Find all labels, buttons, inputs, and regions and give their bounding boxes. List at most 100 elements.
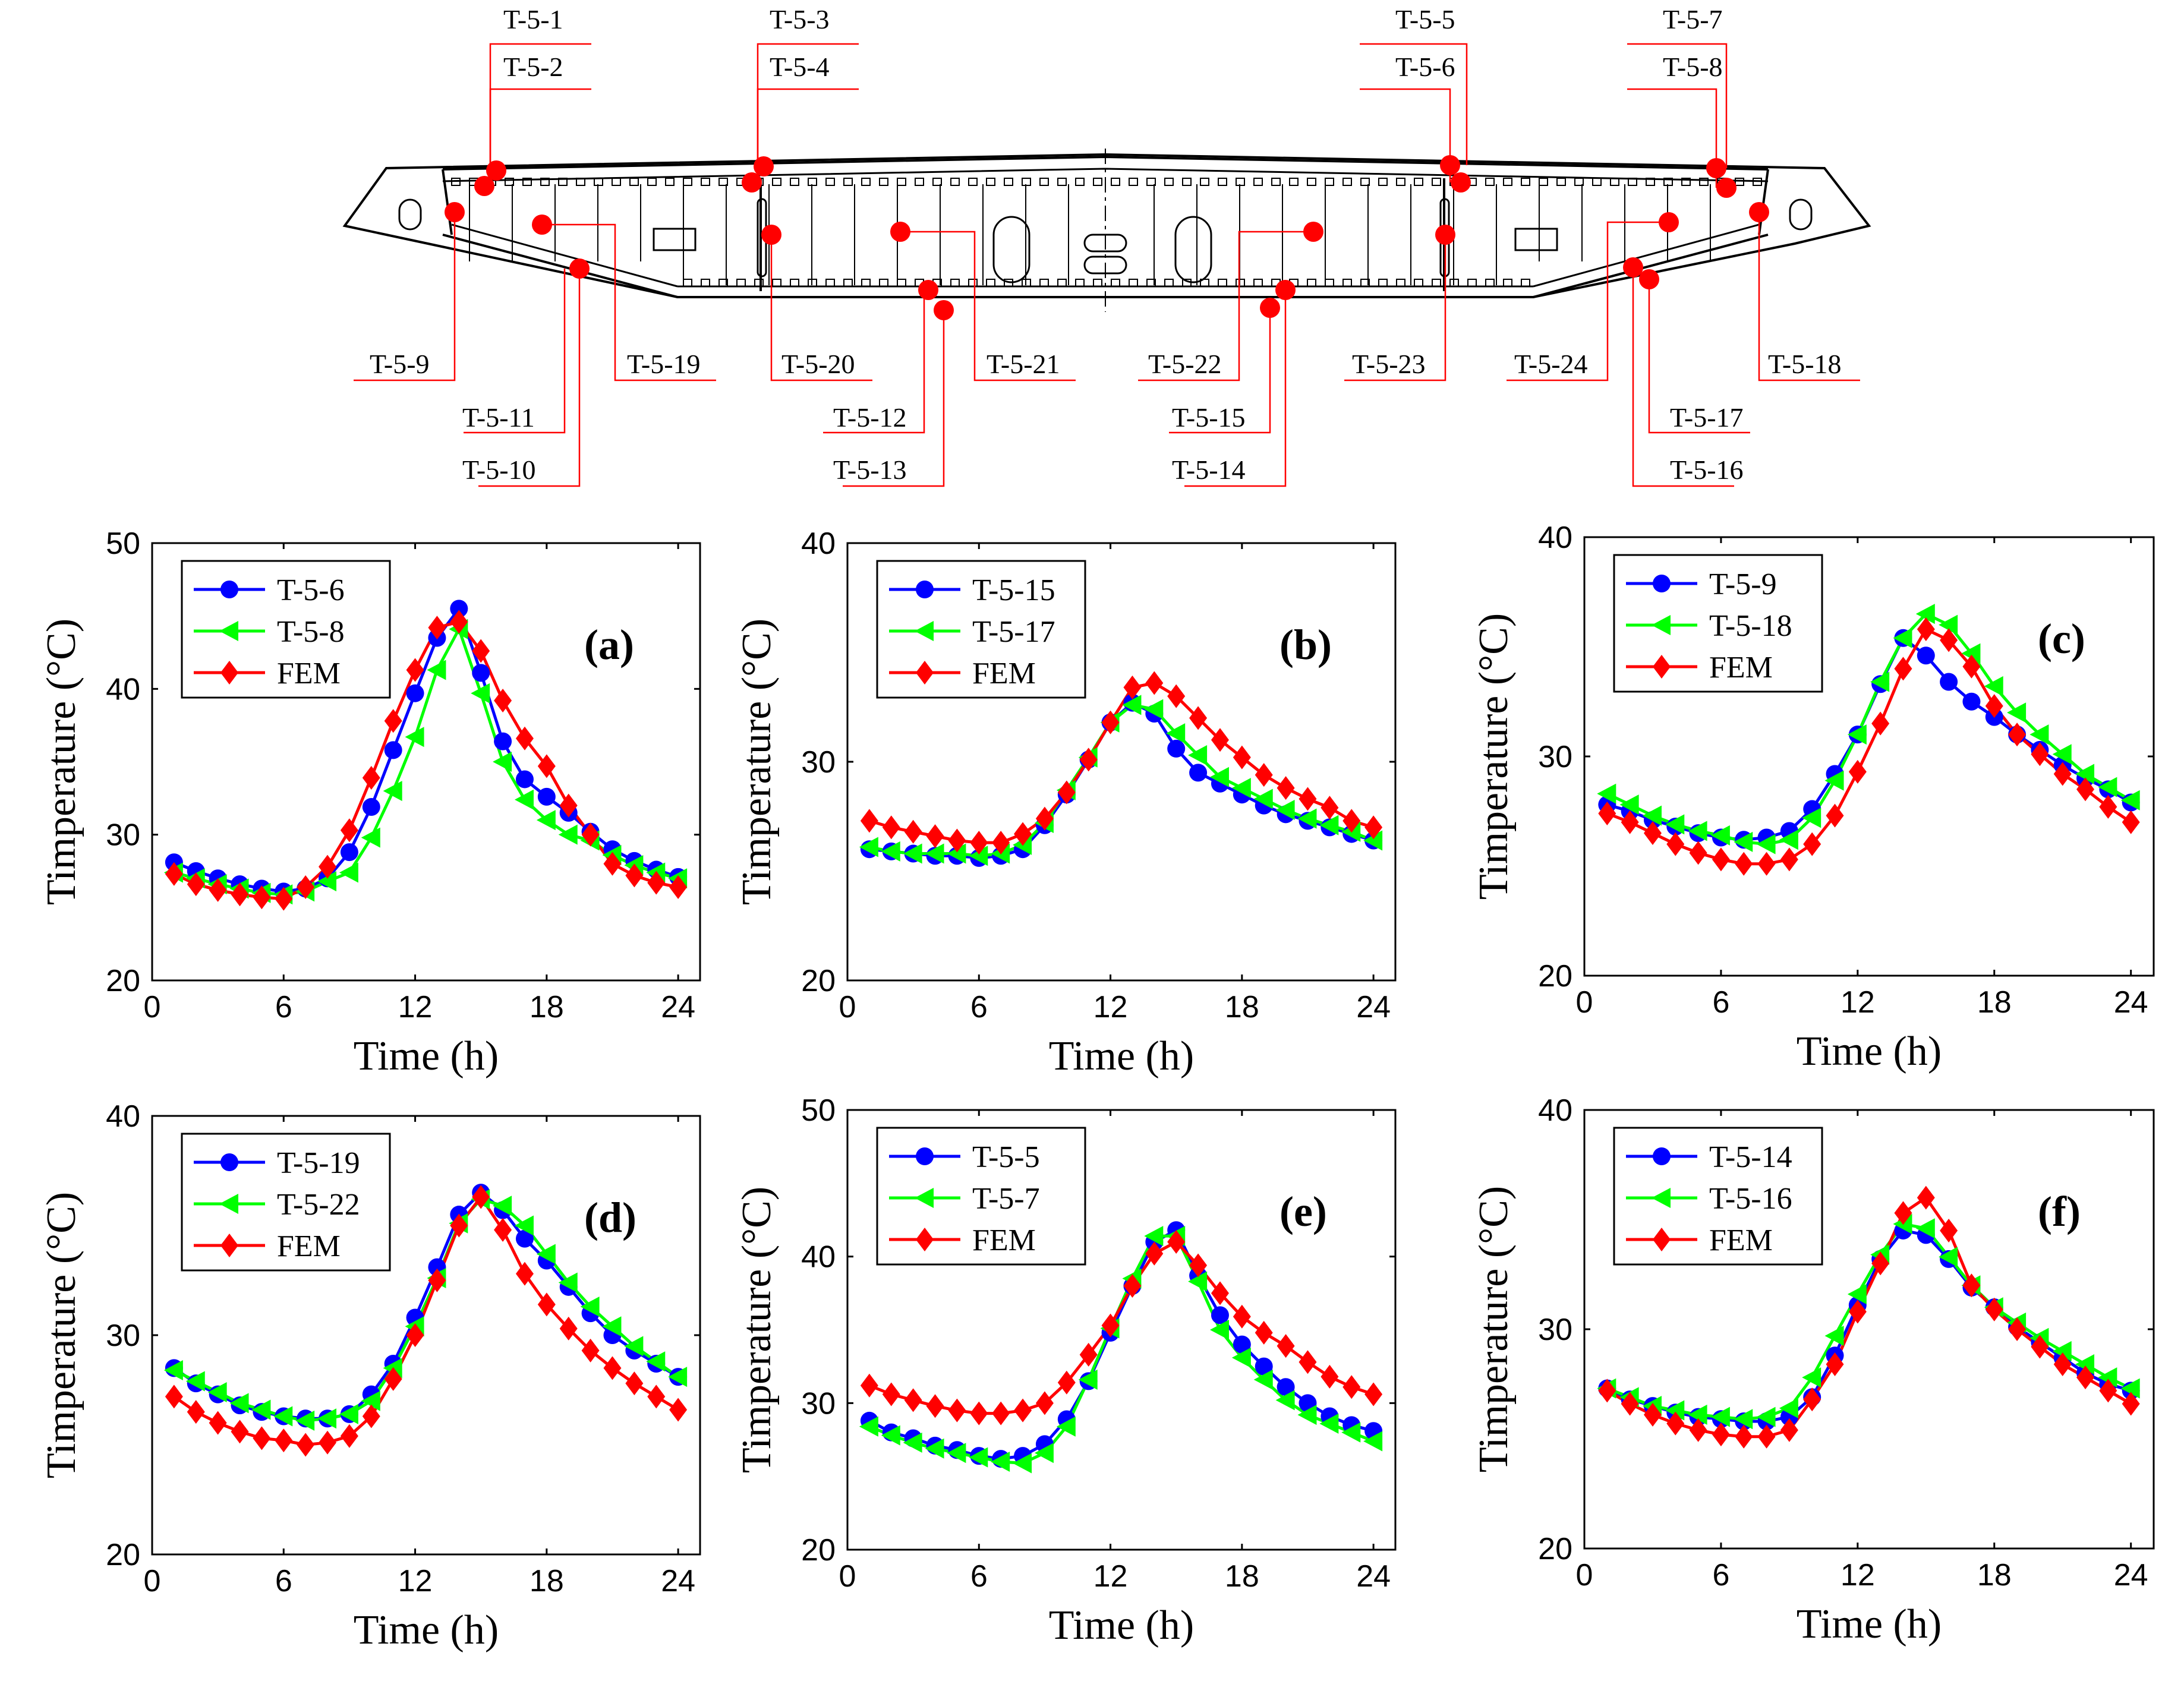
legend-entry: FEM xyxy=(1709,1223,1773,1257)
legend-marker xyxy=(220,1153,238,1171)
access-hole xyxy=(1514,228,1558,251)
x-tick-label: 12 xyxy=(398,1564,433,1598)
sensor-label: T-5-18 xyxy=(1768,349,1842,379)
data-point xyxy=(1035,1391,1054,1415)
x-tick-label: 12 xyxy=(1841,985,1875,1020)
data-point xyxy=(2053,762,2072,786)
data-point xyxy=(1803,832,1821,856)
stiffener-rib xyxy=(665,178,675,186)
data-point xyxy=(1211,1281,1229,1305)
data-point xyxy=(362,1404,380,1428)
sensor-dot xyxy=(1275,280,1296,300)
legend-entry: T-5-17 xyxy=(972,615,1055,649)
leader-line xyxy=(1138,231,1313,381)
data-point xyxy=(185,1371,205,1392)
sensor-dot xyxy=(754,156,774,176)
stiffener-rib xyxy=(1200,178,1209,186)
stiffener-rib xyxy=(1039,279,1049,287)
data-point xyxy=(1277,776,1295,800)
data-point xyxy=(1364,1382,1383,1406)
data-point xyxy=(1056,1416,1076,1437)
leader-line xyxy=(542,223,716,381)
leader-line xyxy=(770,235,872,381)
x-tick-label: 24 xyxy=(661,1564,695,1598)
data-point xyxy=(1188,745,1208,765)
y-tick-label: 50 xyxy=(106,526,140,561)
data-point xyxy=(1277,1378,1295,1396)
stiffener-rib xyxy=(1111,279,1120,287)
stiffener-rib xyxy=(1432,279,1441,287)
data-point xyxy=(925,1438,944,1459)
data-point xyxy=(559,793,578,818)
access-hole xyxy=(1789,198,1813,231)
data-point xyxy=(602,1316,622,1337)
sensor-dot xyxy=(486,160,506,181)
x-tick-label: 18 xyxy=(530,1564,564,1598)
stiffener-rib xyxy=(1022,279,1031,287)
chart-panel: 0 6 12 18 24 20 30 40 Time (h) Timperature (°C) T-… xyxy=(1471,521,2155,1074)
data-point xyxy=(472,1185,490,1209)
access-hole xyxy=(398,198,422,231)
stiffener-rib xyxy=(1075,178,1085,186)
stiffener-rib xyxy=(612,178,621,186)
legend-entry: T-5-5 xyxy=(972,1140,1040,1174)
data-point xyxy=(1802,1367,1821,1388)
data-point xyxy=(1847,724,1867,745)
stiffener-rib xyxy=(1307,178,1316,186)
data-point xyxy=(1342,809,1361,833)
leader-line xyxy=(1169,308,1271,434)
legend xyxy=(876,560,1086,699)
data-point xyxy=(1940,673,1958,691)
data-point xyxy=(625,863,644,888)
x-tick-label: 6 xyxy=(1712,985,1729,1020)
y-tick-label: 40 xyxy=(1538,1093,1572,1128)
stiffener-rib xyxy=(1485,178,1495,186)
stiffener-rib xyxy=(879,279,888,287)
panel-label: (c) xyxy=(2038,615,2085,663)
data-point xyxy=(1189,706,1208,730)
data-point xyxy=(1209,767,1229,787)
data-point xyxy=(970,831,988,855)
data-point xyxy=(1101,1313,1120,1338)
stiffener-rib xyxy=(1057,279,1067,287)
access-hole xyxy=(992,216,1030,283)
x-tick-label: 24 xyxy=(1356,990,1391,1024)
data-point xyxy=(1962,692,1981,711)
data-point xyxy=(362,798,380,816)
data-point xyxy=(1144,1226,1164,1247)
data-point xyxy=(340,1424,358,1448)
x-tick-label: 18 xyxy=(1977,985,2012,1020)
x-tick-label: 0 xyxy=(1576,1558,1593,1592)
stiffener-rib xyxy=(718,279,728,287)
data-point xyxy=(450,600,468,618)
left-inclined-bottom-inner xyxy=(451,223,678,288)
data-point xyxy=(1962,1273,1981,1298)
leader-line xyxy=(1360,43,1468,165)
data-point xyxy=(1144,699,1164,720)
legend-marker xyxy=(220,581,238,598)
data-point xyxy=(472,639,490,663)
data-point xyxy=(1035,806,1054,831)
stiffener-rib xyxy=(1289,178,1299,186)
data-point xyxy=(209,1411,227,1435)
sensor-label: T-5-21 xyxy=(987,349,1060,379)
data-point xyxy=(1961,643,1981,664)
legend-entry: T-5-14 xyxy=(1709,1140,1792,1174)
data-point xyxy=(1122,695,1142,715)
data-point xyxy=(2008,1317,2027,1341)
x-axis-label: Time (h) xyxy=(1797,1029,1942,1074)
data-point xyxy=(1211,1306,1229,1324)
stiffener-rib xyxy=(1182,178,1192,186)
stiffener-rib xyxy=(861,279,871,287)
legend-marker xyxy=(1653,575,1671,592)
y-tick-label: 40 xyxy=(1538,521,1572,555)
data-point xyxy=(580,1297,600,1317)
x-tick-label: 18 xyxy=(530,990,564,1024)
sensor-dot xyxy=(761,225,781,245)
sensor-dot xyxy=(918,280,938,300)
data-point xyxy=(428,616,446,640)
leader-line xyxy=(354,212,456,381)
data-point xyxy=(1666,832,1685,856)
sensor-dot xyxy=(1716,178,1737,198)
y-tick-label: 30 xyxy=(106,1319,140,1353)
